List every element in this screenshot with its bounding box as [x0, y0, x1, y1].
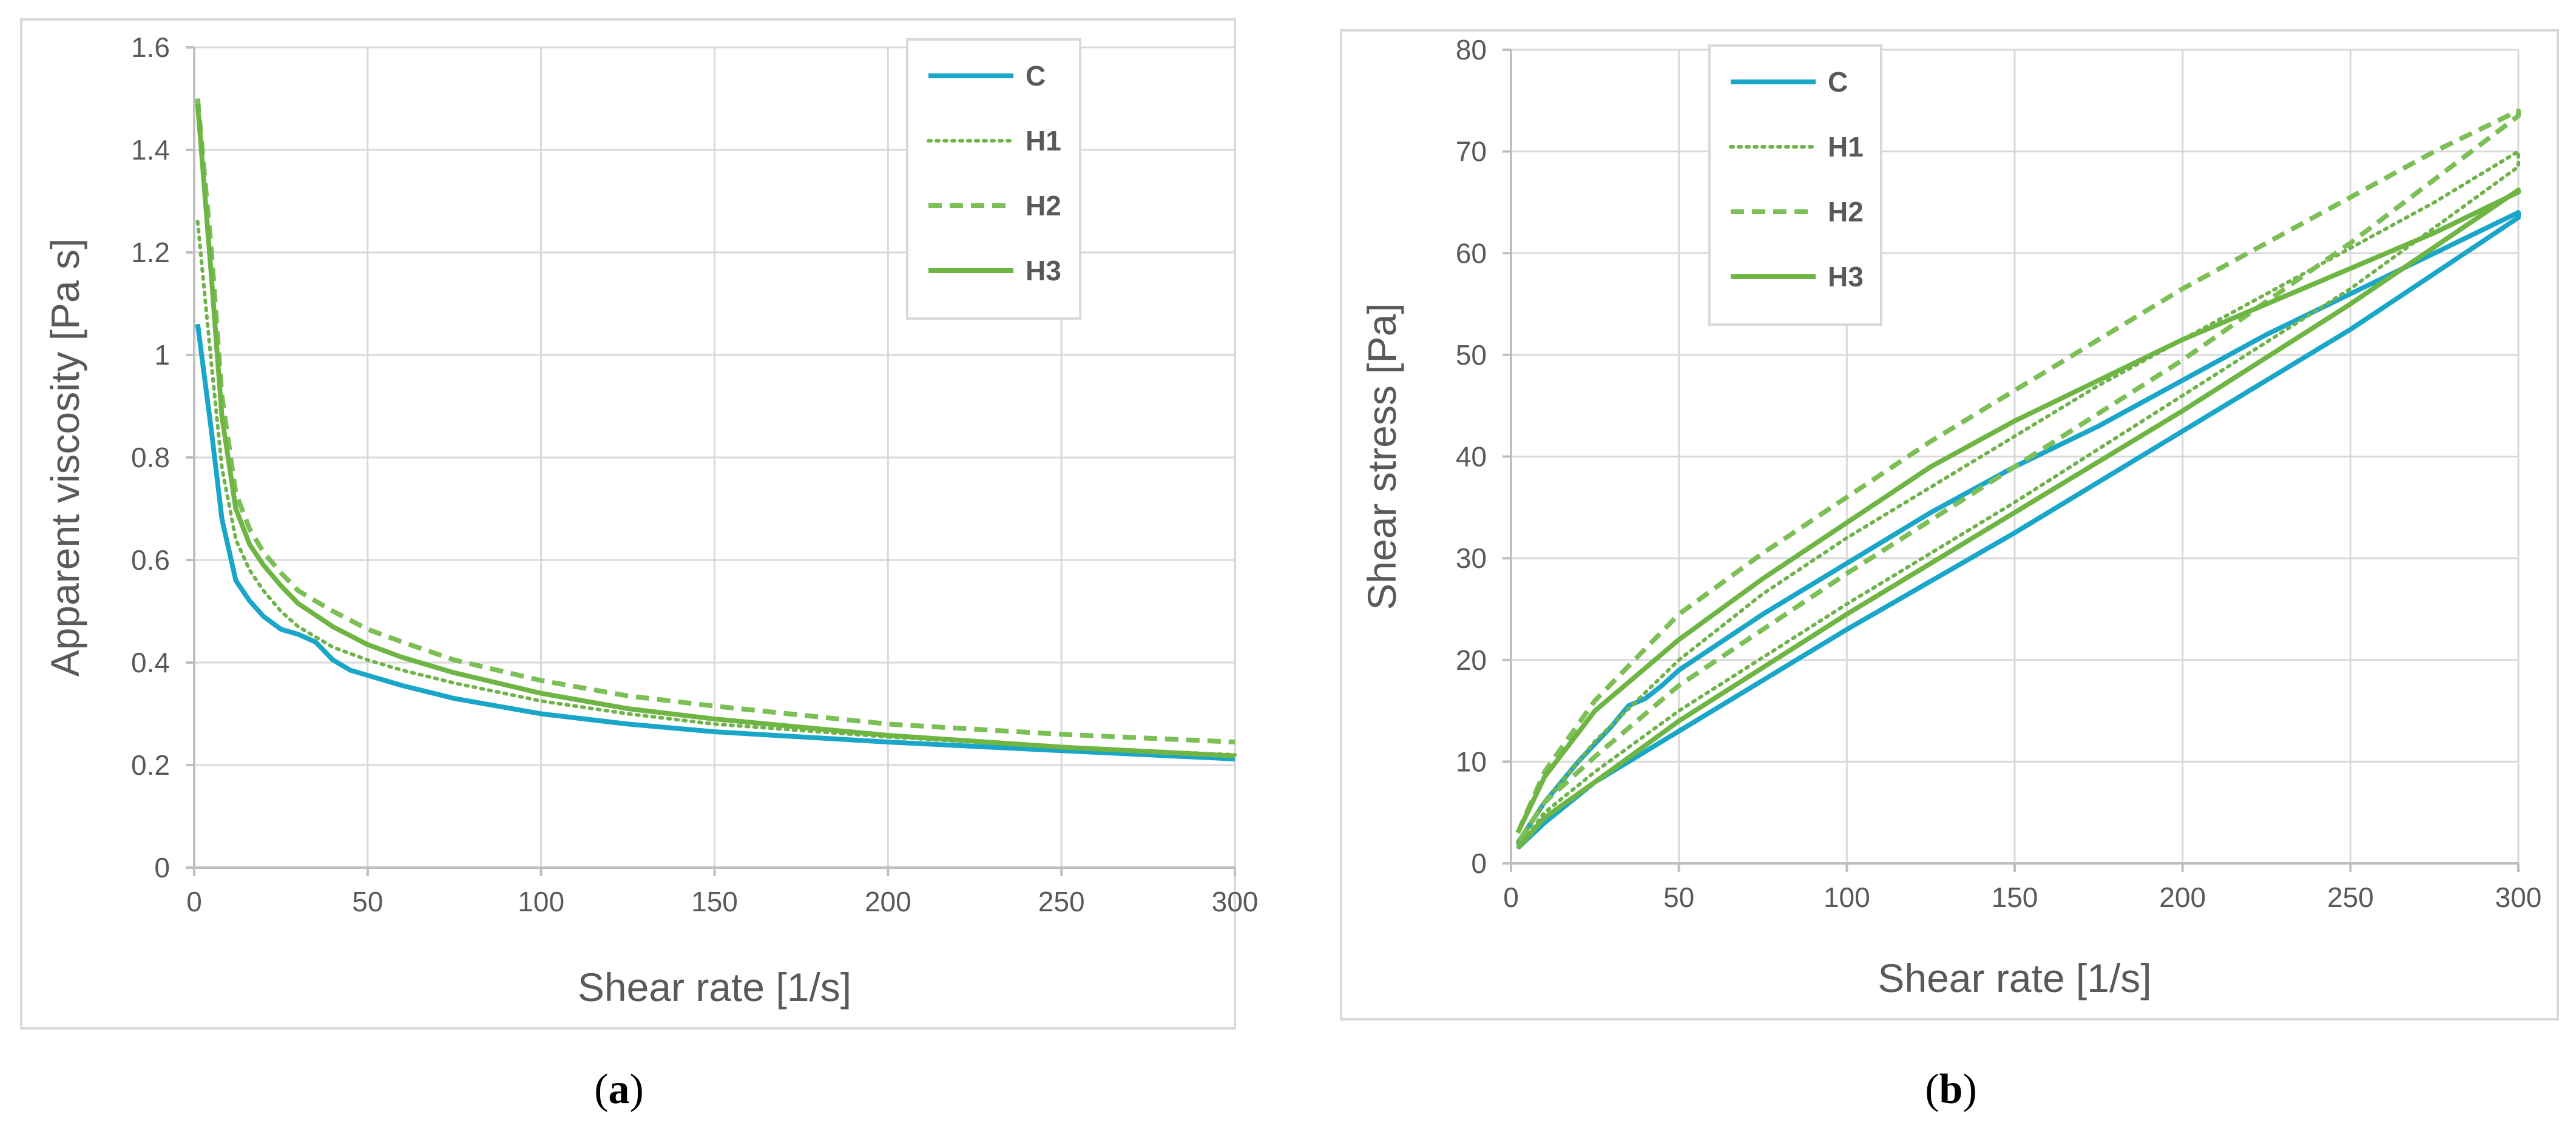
- gridlines: [1511, 49, 2520, 863]
- series-line-h2: [1515, 108, 2521, 845]
- x-axis-title: Shear rate [1/s]: [578, 965, 851, 1010]
- y-tick-label: 0: [1471, 848, 1487, 879]
- x-tick-label: 0: [186, 886, 202, 917]
- x-tick-label: 250: [2327, 882, 2374, 913]
- legend: C H1 H2 H3: [1708, 44, 1882, 326]
- y-tick-label: 1.2: [131, 237, 170, 268]
- y-tick-label: 0.6: [131, 544, 170, 576]
- y-tick-label: 30: [1456, 542, 1487, 574]
- legend-label-h2: H2: [1026, 190, 1061, 221]
- panel-caption: (b): [1925, 1066, 1977, 1113]
- gridlines: [194, 46, 1236, 868]
- y-tick-label: 1.6: [131, 32, 170, 63]
- series-group: [1515, 108, 2521, 850]
- legend-label-c: C: [1828, 66, 1848, 98]
- series-line-c: [195, 323, 1236, 761]
- chart-b: 0 50 100 150 200 250 300 0 10 20 30 40 50 60 70 80 Shear…: [1340, 29, 2559, 1113]
- y-tick-label: 0.4: [131, 647, 170, 678]
- x-tick-label: 200: [865, 886, 911, 917]
- y-tick-label: 0.8: [131, 442, 170, 473]
- y-tick-label: 50: [1456, 339, 1487, 371]
- legend-label-h3: H3: [1828, 261, 1864, 292]
- x-tick-label: 0: [1503, 882, 1519, 913]
- legend-label-h1: H1: [1026, 125, 1061, 157]
- series-line-h3: [1515, 187, 2521, 850]
- legend: C H1 H2 H3: [906, 38, 1081, 320]
- legend-label-h2: H2: [1828, 196, 1864, 228]
- x-tick-label: 250: [1038, 886, 1085, 917]
- series-line-h1: [1516, 149, 2520, 850]
- x-tick-label: 150: [1992, 882, 2038, 913]
- series-line-h2: [195, 98, 1236, 744]
- chart-frame: [1340, 29, 2559, 1021]
- legend-label-c: C: [1026, 60, 1046, 92]
- series-line-h1: [195, 220, 1237, 757]
- x-tick-label: 100: [1824, 882, 1870, 913]
- y-tick-label: 0: [154, 852, 170, 883]
- y-axis-title: Apparent viscosity [Pa s]: [42, 238, 87, 677]
- chart-a: 0 50 100 150 200 250 300 0 0.2 0.4 0.6 0.8 1 1.2 1.4 1.…: [20, 18, 1259, 1113]
- x-tick-label: 200: [2159, 882, 2206, 913]
- x-tick-label: 300: [1212, 886, 1259, 917]
- y-tick-label: 20: [1456, 644, 1487, 676]
- y-axis-title: Shear stress [Pa]: [1359, 303, 1404, 610]
- legend-label-h3: H3: [1026, 255, 1061, 286]
- legend-label-h1: H1: [1828, 131, 1864, 163]
- y-tick-label: 0.2: [131, 749, 170, 781]
- x-tick-label: 50: [1663, 882, 1694, 913]
- y-tick-label: 80: [1456, 34, 1487, 66]
- x-tick-label: 300: [2495, 882, 2542, 913]
- x-tick-label: 50: [352, 886, 383, 917]
- series-group: [195, 98, 1237, 761]
- y-tick-label: 10: [1456, 746, 1487, 777]
- y-tick-label: 60: [1456, 237, 1487, 269]
- x-tick-label: 150: [691, 886, 738, 917]
- y-tick-label: 1: [154, 339, 170, 371]
- panel-caption: (a): [594, 1066, 644, 1113]
- series-line-h3: [195, 103, 1236, 758]
- x-tick-label: 100: [518, 886, 564, 917]
- y-tick-label: 70: [1456, 136, 1487, 167]
- y-tick-label: 1.4: [131, 134, 170, 166]
- x-axis-title: Shear rate [1/s]: [1878, 956, 2151, 1000]
- y-tick-label: 40: [1456, 441, 1487, 473]
